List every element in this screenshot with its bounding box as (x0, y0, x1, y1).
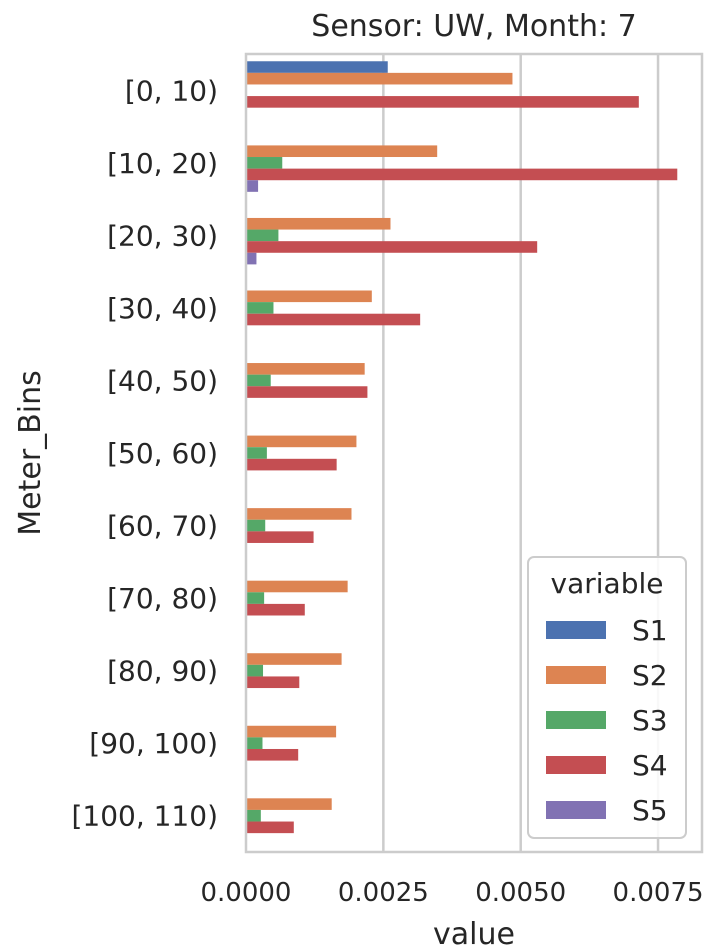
bar-s4 (246, 821, 294, 834)
y-tick-label: [60, 70) (107, 510, 218, 543)
bar-s3 (246, 302, 274, 314)
bar-s2 (246, 290, 372, 303)
legend-swatch (546, 801, 606, 819)
legend-swatch (546, 621, 606, 639)
bar-s4 (246, 676, 300, 689)
bar-s2 (246, 72, 513, 85)
bar-s4 (246, 241, 538, 253)
bar-s4 (246, 168, 678, 181)
bar-s2 (246, 217, 391, 230)
bar-s3 (246, 519, 266, 532)
bars (246, 61, 678, 834)
bar-s3 (246, 664, 264, 677)
bar-s2 (246, 508, 352, 520)
chart-title: Sensor: UW, Month: 7 (311, 9, 636, 44)
y-tick-label: [80, 90) (107, 655, 218, 688)
bar-s3 (246, 374, 271, 387)
legend: variable S1 S2 S3 S4 S5 (527, 556, 687, 839)
bar-s3 (246, 737, 263, 749)
y-axis-label: Meter_Bins (13, 370, 48, 535)
bar-s2 (246, 363, 365, 375)
bar-s1 (246, 61, 388, 73)
x-tick-label: 0.0000 (201, 878, 292, 908)
x-tick-label: 0.0050 (475, 878, 566, 908)
y-tick-labels: [0, 10) [10, 20) [20, 30) [30, 40) [40, 50) [… (71, 74, 218, 832)
bar-s4 (246, 748, 299, 761)
bar-s4 (246, 313, 421, 326)
bar-s3 (246, 809, 261, 822)
legend-items: S1 S2 S3 S4 S5 (546, 614, 668, 827)
legend-label: S5 (632, 794, 668, 827)
x-tick-label: 0.0025 (338, 878, 429, 908)
legend-swatch (546, 666, 606, 684)
bar-s4 (246, 458, 337, 471)
y-tick-label: [30, 40) (107, 292, 218, 325)
y-tick-label: [20, 30) (107, 219, 218, 252)
y-tick-label: [0, 10) (125, 74, 218, 107)
bar-s5 (246, 180, 259, 192)
bar-s3 (246, 447, 267, 459)
bar-s2 (246, 435, 357, 448)
bar-s2 (246, 798, 332, 810)
bar-s4 (246, 531, 314, 543)
legend-label: S1 (632, 614, 668, 647)
bar-s4 (246, 386, 368, 398)
bar-s2 (246, 145, 438, 158)
legend-label: S3 (632, 704, 668, 737)
legend-label: S2 (632, 659, 668, 692)
y-tick-label: [10, 20) (107, 147, 218, 180)
bar-s2 (246, 653, 342, 665)
x-axis-label: value (433, 917, 515, 950)
y-tick-label: [70, 80) (107, 582, 218, 615)
y-tick-label: [100, 110) (71, 800, 218, 833)
legend-swatch (546, 756, 606, 774)
y-tick-label: [50, 60) (107, 437, 218, 470)
x-tick-labels: 0.0000 0.0025 0.0050 0.0075 (201, 878, 704, 908)
bar-s3 (246, 592, 265, 604)
plot-frame (244, 52, 704, 854)
legend-label: S4 (632, 749, 668, 782)
bar-s3 (246, 157, 283, 169)
legend-title: variable (551, 567, 664, 600)
bar-s3 (246, 229, 279, 242)
y-tick-label: [40, 50) (107, 364, 218, 397)
bar-s4 (246, 603, 305, 616)
bar-s2 (246, 725, 337, 738)
bar-s4 (246, 96, 639, 108)
y-tick-label: [90, 100) (89, 727, 218, 760)
bar-s2 (246, 580, 348, 593)
legend-swatch (546, 711, 606, 729)
bar-s5 (246, 252, 257, 265)
x-tick-label: 0.0075 (613, 878, 704, 908)
